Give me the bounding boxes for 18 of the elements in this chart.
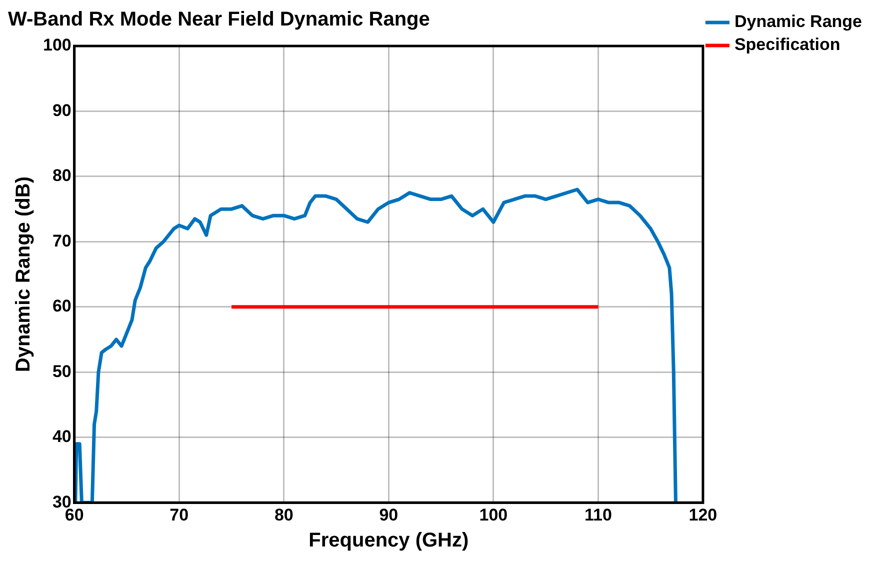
x-axis-title: Frequency (GHz) — [308, 530, 469, 552]
y-tick-label: 60 — [52, 296, 72, 316]
x-tick-label: 70 — [170, 505, 189, 524]
x-tick-label: 90 — [379, 505, 398, 524]
y-tick-label: 40 — [52, 427, 72, 446]
x-tick-label: 110 — [584, 505, 612, 524]
y-tick-label: 70 — [52, 231, 72, 250]
y-tick-label: 80 — [52, 166, 72, 186]
y-tick-label: 90 — [52, 100, 72, 120]
legend-label: Specification — [734, 35, 840, 54]
y-axis-title: Dynamic Range (dB) — [12, 176, 35, 372]
x-tick-label: 120 — [688, 505, 718, 524]
y-tick-label: 50 — [52, 362, 72, 381]
chart-title: W-Band Rx Mode Near Field Dynamic Range — [8, 8, 430, 31]
x-tick-label: 80 — [274, 505, 294, 524]
y-tick-label: 100 — [42, 36, 72, 55]
legend-label: Dynamic Range — [734, 12, 862, 32]
x-tick-label: 100 — [479, 505, 508, 524]
